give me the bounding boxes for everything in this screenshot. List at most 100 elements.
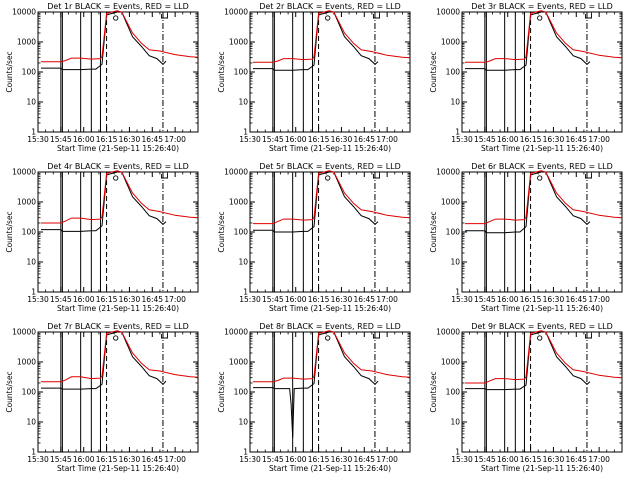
x-tick-label: 15:30: [27, 295, 49, 304]
y-tick-label: 100: [22, 228, 37, 237]
y-tick-label: 1000: [441, 358, 460, 367]
panel-title: Det 8r BLACK = Events, RED = LLD: [259, 322, 401, 331]
y-tick-label: 10: [26, 98, 36, 107]
y-tick-label: 10: [26, 258, 36, 267]
events-series-line: [465, 11, 591, 71]
panel-title: Det 5r BLACK = Events, RED = LLD: [259, 162, 401, 171]
x-axis-label: Start Time (21-Sep-11 15:26:40): [269, 304, 391, 313]
detector-panel-2: Det 2r BLACK = Events, RED = LLD 1 10 100 10…: [217, 2, 411, 153]
x-tick-label: 16:15: [96, 135, 118, 144]
marker-bracket: [372, 334, 380, 339]
lld-series-line: [41, 10, 199, 63]
marker-circle: [537, 15, 543, 21]
marker-bracket: [584, 174, 592, 179]
x-tick-label: 16:15: [308, 135, 330, 144]
x-tick-label: 16:45: [565, 455, 587, 464]
marker-circle: [537, 175, 543, 181]
y-tick-label: 10: [450, 98, 460, 107]
y-tick-label: 100: [446, 68, 461, 77]
y-tick-label: 100: [234, 68, 249, 77]
y-axis-label: Counts/sec: [5, 371, 14, 412]
x-tick-label: 16:00: [285, 135, 307, 144]
events-series-line: [465, 331, 591, 391]
x-axis-label: Start Time (21-Sep-11 15:26:40): [481, 144, 603, 153]
y-tick-label: 1: [31, 288, 36, 297]
x-tick-label: 16:00: [73, 455, 95, 464]
y-tick-label: 10: [450, 418, 460, 427]
y-tick-label: 10: [450, 258, 460, 267]
y-axis-label: Counts/sec: [429, 51, 438, 92]
panel-title: Det 4r BLACK = Events, RED = LLD: [47, 162, 189, 171]
y-tick-label: 1000: [229, 198, 248, 207]
marker-bracket: [584, 14, 592, 19]
x-axis-label: Start Time (21-Sep-11 15:26:40): [269, 144, 391, 153]
y-tick-label: 1000: [229, 358, 248, 367]
x-tick-label: 16:15: [308, 295, 330, 304]
y-tick-label: 1000: [441, 198, 460, 207]
x-tick-label: 16:30: [119, 135, 141, 144]
marker-bracket: [372, 14, 380, 19]
x-tick-label: 15:45: [474, 455, 496, 464]
lld-series-line: [41, 170, 199, 224]
x-tick-label: 17:00: [588, 455, 610, 464]
lld-series-line: [465, 170, 623, 225]
events-series-line: [253, 171, 379, 233]
x-tick-label: 16:30: [543, 295, 565, 304]
marker-bracket: [160, 14, 168, 19]
x-tick-label: 16:45: [565, 135, 587, 144]
y-tick-label: 10000: [224, 328, 248, 337]
x-tick-label: 15:30: [451, 135, 473, 144]
x-tick-label: 16:30: [331, 135, 353, 144]
x-tick-label: 16:30: [331, 295, 353, 304]
x-tick-label: 17:00: [376, 295, 398, 304]
x-tick-label: 16:00: [497, 135, 519, 144]
lld-series-line: [465, 330, 623, 384]
events-series-line: [41, 331, 167, 390]
y-tick-label: 1: [31, 448, 36, 457]
x-tick-label: 15:45: [50, 135, 72, 144]
detector-panel-3: Det 3r BLACK = Events, RED = LLD 1 10 100 10…: [429, 2, 623, 153]
y-tick-label: 1: [31, 128, 36, 137]
x-tick-label: 16:45: [565, 295, 587, 304]
lld-series-line: [253, 10, 411, 63]
detector-panel-1: Det 1r BLACK = Events, RED = LLD 1 10 100 10…: [5, 2, 199, 153]
y-tick-label: 1: [455, 448, 460, 457]
marker-circle: [113, 175, 119, 181]
y-axis-label: Counts/sec: [5, 211, 14, 252]
x-tick-label: 16:15: [520, 455, 542, 464]
x-tick-label: 17:00: [164, 135, 186, 144]
y-tick-label: 1: [455, 128, 460, 137]
y-tick-label: 100: [446, 388, 461, 397]
y-tick-label: 10000: [12, 8, 36, 17]
x-tick-label: 16:30: [119, 455, 141, 464]
x-tick-label: 15:30: [451, 455, 473, 464]
detector-panel-4: Det 4r BLACK = Events, RED = LLD 1 10 100 10…: [5, 162, 199, 313]
x-tick-label: 16:00: [497, 455, 519, 464]
marker-circle: [537, 335, 543, 341]
y-tick-label: 1: [243, 128, 248, 137]
detector-panel-6: Det 6r BLACK = Events, RED = LLD 1 10 100 10…: [429, 162, 623, 313]
x-tick-label: 16:45: [141, 455, 163, 464]
y-tick-label: 1000: [17, 38, 36, 47]
x-tick-label: 17:00: [376, 135, 398, 144]
y-tick-label: 10000: [12, 328, 36, 337]
y-tick-label: 1000: [229, 38, 248, 47]
x-tick-label: 17:00: [588, 135, 610, 144]
x-tick-label: 15:30: [239, 135, 261, 144]
events-series-line: [41, 11, 167, 71]
y-tick-label: 100: [22, 68, 37, 77]
x-axis-label: Start Time (21-Sep-11 15:26:40): [269, 464, 391, 473]
y-tick-label: 100: [446, 228, 461, 237]
x-tick-label: 15:45: [262, 135, 284, 144]
x-axis-label: Start Time (21-Sep-11 15:26:40): [57, 464, 179, 473]
x-tick-label: 16:30: [543, 455, 565, 464]
detector-panel-7: Det 7r BLACK = Events, RED = LLD 1 10 100 10…: [5, 322, 199, 473]
marker-circle: [325, 175, 331, 181]
x-axis-label: Start Time (21-Sep-11 15:26:40): [481, 304, 603, 313]
y-tick-label: 10000: [224, 168, 248, 177]
x-tick-label: 15:30: [239, 455, 261, 464]
y-tick-label: 1000: [17, 358, 36, 367]
x-tick-label: 16:45: [353, 455, 375, 464]
x-tick-label: 16:00: [285, 295, 307, 304]
marker-bracket: [584, 334, 592, 339]
